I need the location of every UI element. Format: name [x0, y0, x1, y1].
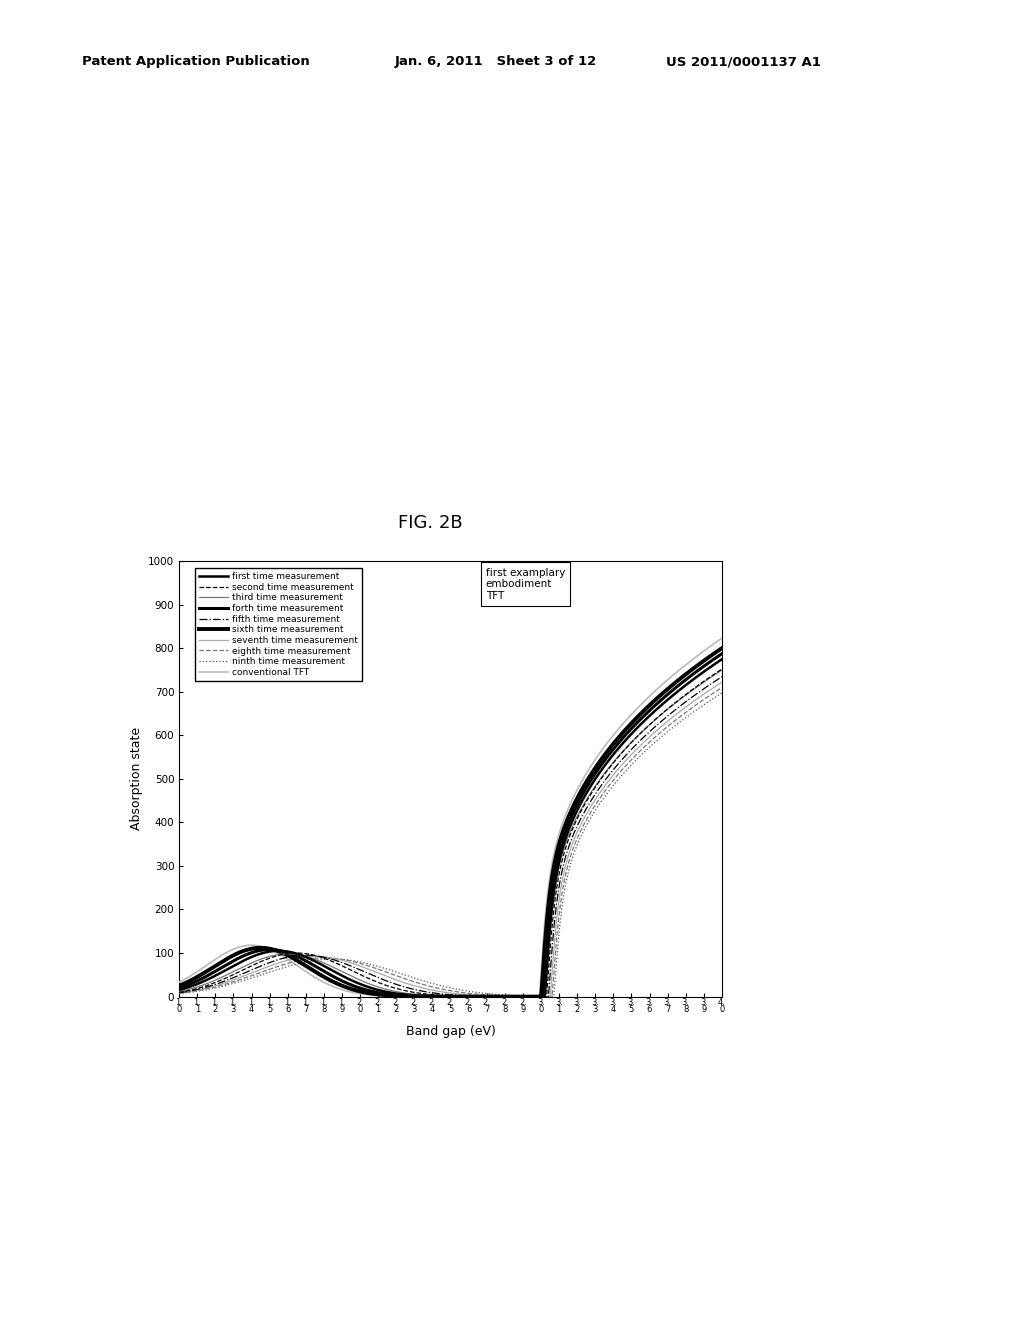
X-axis label: Band gap (eV): Band gap (eV): [406, 1026, 496, 1039]
Y-axis label: Absorption state: Absorption state: [130, 727, 142, 830]
Legend: first time measurement, second time measurement, third time measurement, forth t: first time measurement, second time meas…: [195, 568, 361, 681]
Text: Jan. 6, 2011   Sheet 3 of 12: Jan. 6, 2011 Sheet 3 of 12: [394, 55, 597, 69]
Text: first examplary
embodiment
TFT: first examplary embodiment TFT: [485, 568, 565, 601]
Text: US 2011/0001137 A1: US 2011/0001137 A1: [666, 55, 820, 69]
Text: FIG. 2B: FIG. 2B: [397, 513, 463, 532]
Text: Patent Application Publication: Patent Application Publication: [82, 55, 309, 69]
